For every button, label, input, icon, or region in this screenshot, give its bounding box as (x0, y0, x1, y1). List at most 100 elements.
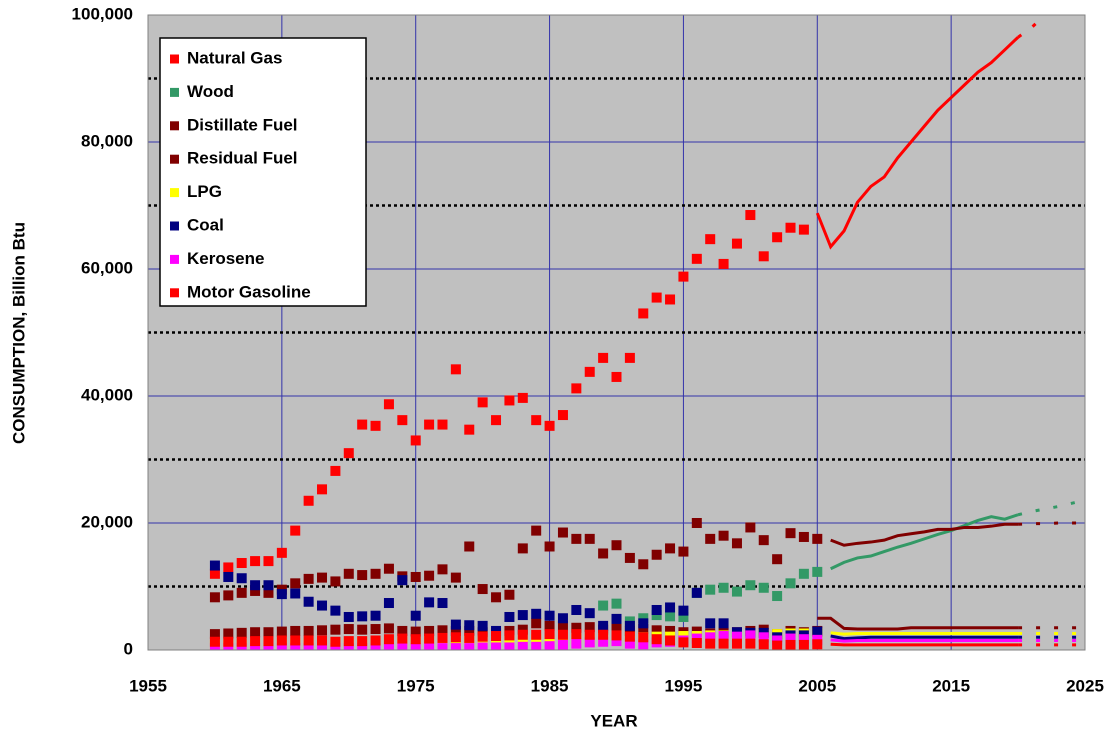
data-point (343, 624, 354, 635)
data-point (303, 573, 314, 584)
data-point (464, 632, 475, 643)
y-tick-label: 0 (124, 639, 133, 658)
data-point (798, 634, 809, 645)
data-point (250, 636, 261, 647)
data-point (731, 638, 742, 649)
data-point (317, 572, 328, 583)
data-point (236, 636, 247, 647)
projection-line-dashed (1017, 521, 1085, 526)
data-point (370, 635, 381, 646)
data-point (491, 625, 502, 636)
data-point (290, 578, 301, 589)
data-point (758, 582, 769, 593)
data-point (531, 608, 542, 619)
legend-label: Wood (187, 82, 234, 101)
data-point (772, 232, 783, 243)
data-point (557, 527, 568, 538)
data-point (678, 605, 689, 616)
plot-border (147, 14, 1086, 651)
data-point (584, 366, 595, 377)
data-point (665, 625, 676, 636)
data-point (638, 639, 649, 650)
data-point (718, 530, 729, 541)
data-point (731, 631, 742, 642)
data-point (424, 419, 435, 430)
data-point (263, 587, 274, 598)
data-point (263, 636, 274, 647)
x-tick-label: 2005 (798, 676, 836, 695)
data-point (450, 572, 461, 583)
data-point (598, 600, 609, 611)
data-point (504, 630, 515, 641)
data-point (651, 604, 662, 615)
data-point (437, 632, 448, 643)
data-point (517, 629, 528, 640)
x-tick-label: 2015 (932, 676, 970, 695)
data-point (557, 620, 568, 631)
data-point (236, 573, 247, 584)
data-point (745, 210, 756, 221)
data-point (370, 624, 381, 635)
legend-swatch (170, 254, 179, 264)
data-point (785, 578, 796, 589)
data-point (745, 638, 756, 649)
data-point (263, 627, 274, 638)
data-point (678, 611, 689, 622)
data-point (785, 222, 796, 233)
data-point (691, 587, 702, 598)
y-tick-label: 100,000 (72, 4, 133, 23)
data-point (772, 640, 783, 650)
data-point (464, 541, 475, 552)
data-point (624, 631, 635, 642)
data-point (531, 415, 542, 426)
legend-label: Coal (187, 215, 224, 234)
data-point (343, 636, 354, 647)
data-point (705, 618, 716, 629)
data-point (772, 554, 783, 565)
data-point (705, 584, 716, 595)
data-point (665, 611, 676, 622)
data-point (437, 643, 448, 650)
data-point (397, 625, 408, 636)
data-point (303, 495, 314, 506)
data-point (250, 643, 261, 650)
data-point (571, 604, 582, 615)
data-point (651, 634, 662, 645)
data-point (731, 586, 742, 597)
data-point (544, 641, 555, 650)
data-point (544, 420, 555, 431)
data-point (330, 636, 341, 647)
data-point (812, 626, 823, 637)
data-point (370, 610, 381, 621)
data-point (611, 623, 622, 634)
data-point (571, 629, 582, 640)
data-point (705, 533, 716, 544)
data-point (665, 635, 676, 646)
data-point (571, 383, 582, 394)
data-point (303, 635, 314, 646)
data-point (665, 294, 676, 305)
legend-swatch (170, 54, 179, 64)
legend: Natural Gas Wood Distillate Fuel Residual F… (159, 37, 367, 307)
data-point (450, 632, 461, 643)
legend-box (159, 37, 367, 307)
data-point (798, 224, 809, 235)
data-point (718, 582, 729, 593)
legend-swatch (170, 288, 179, 298)
data-point (477, 584, 488, 595)
data-point (638, 559, 649, 570)
data-point (223, 571, 234, 582)
data-point (410, 435, 421, 446)
data-point (638, 632, 649, 643)
axes: 0 20,000 40,000 60,000 80,000 100,000 1955 1965… (72, 4, 1104, 695)
data-point (223, 590, 234, 601)
legend-swatch (170, 221, 179, 231)
data-point (531, 629, 542, 640)
data-point (357, 611, 368, 622)
projection-line (817, 616, 1019, 631)
legend-label: Residual Fuel (187, 149, 298, 168)
data-point (638, 613, 649, 624)
data-point (691, 638, 702, 649)
data-point (370, 420, 381, 431)
